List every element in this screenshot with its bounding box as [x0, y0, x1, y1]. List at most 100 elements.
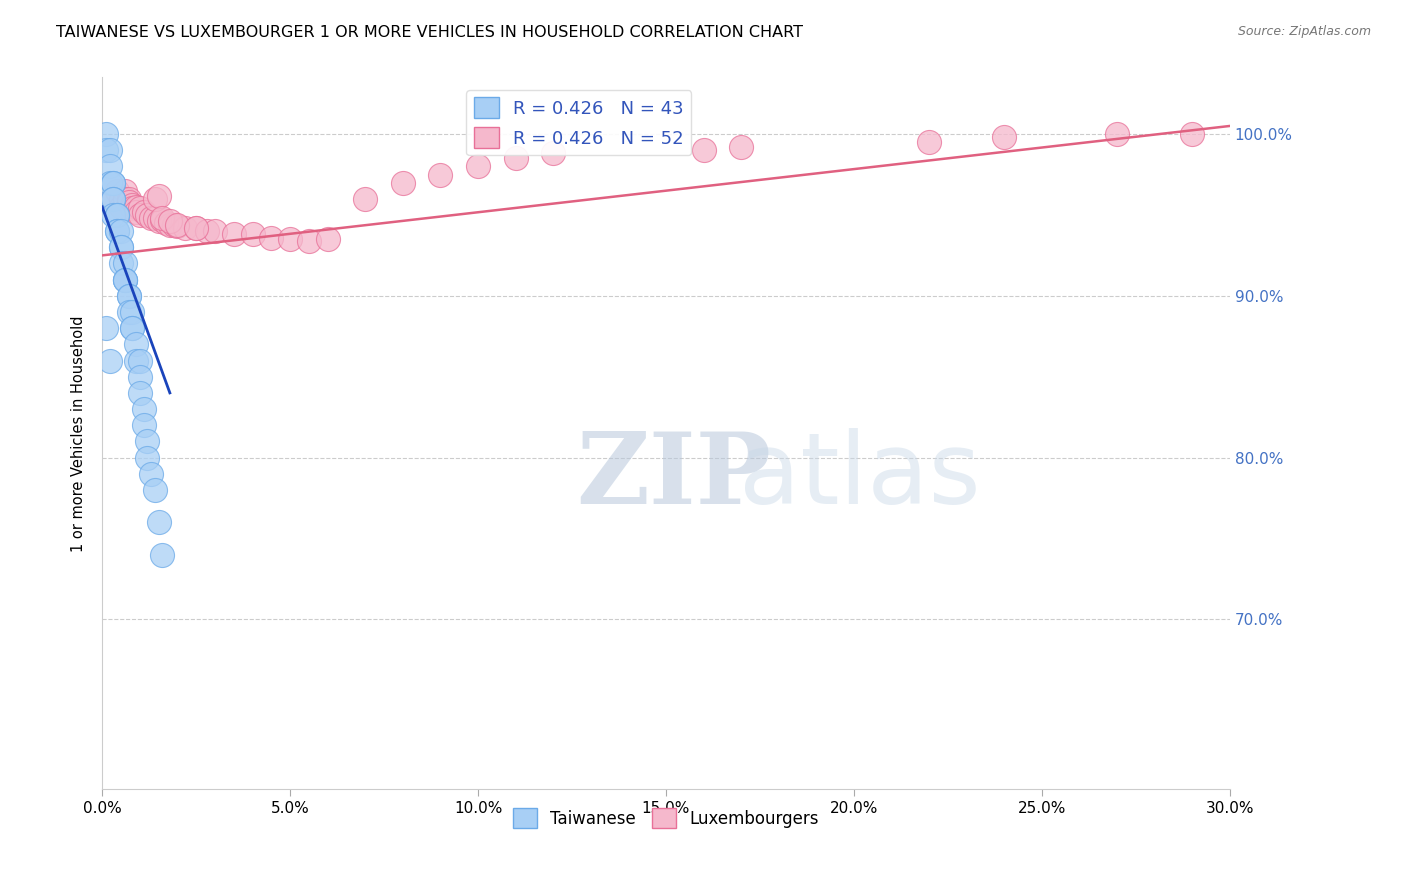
Point: [993, 130, 1015, 145]
Point: [117, 192, 139, 206]
Point: [260, 230, 283, 244]
Point: [136, 450, 159, 465]
Point: [1105, 127, 1128, 141]
Point: [132, 418, 155, 433]
Point: [155, 216, 177, 230]
Point: [204, 224, 226, 238]
Point: [128, 208, 150, 222]
Point: [159, 214, 181, 228]
Point: [121, 321, 143, 335]
Point: [174, 220, 197, 235]
Point: [132, 402, 155, 417]
Point: [103, 176, 125, 190]
Point: [105, 224, 128, 238]
Point: [467, 160, 489, 174]
Point: [114, 273, 136, 287]
Point: [186, 220, 208, 235]
Point: [148, 188, 170, 202]
Point: [103, 176, 125, 190]
Point: [98, 160, 121, 174]
Point: [159, 218, 181, 232]
Point: [110, 192, 132, 206]
Point: [110, 240, 132, 254]
Point: [105, 184, 128, 198]
Point: [110, 240, 132, 254]
Point: [278, 232, 301, 246]
Text: Source: ZipAtlas.com: Source: ZipAtlas.com: [1237, 25, 1371, 38]
Point: [103, 192, 125, 206]
Point: [117, 194, 139, 209]
Point: [114, 273, 136, 287]
Point: [148, 516, 170, 530]
Point: [143, 211, 166, 226]
Y-axis label: 1 or more Vehicles in Household: 1 or more Vehicles in Household: [72, 315, 86, 551]
Point: [105, 208, 128, 222]
Point: [121, 321, 143, 335]
Point: [98, 353, 121, 368]
Point: [139, 467, 162, 481]
Point: [143, 192, 166, 206]
Point: [98, 143, 121, 157]
Point: [105, 208, 128, 222]
Point: [166, 218, 188, 232]
Legend: Taiwanese, Luxembourgers: Taiwanese, Luxembourgers: [506, 802, 825, 834]
Point: [121, 198, 143, 212]
Point: [128, 385, 150, 400]
Point: [94, 127, 117, 141]
Point: [298, 234, 321, 248]
Point: [692, 143, 714, 157]
Point: [105, 224, 128, 238]
Point: [103, 192, 125, 206]
Point: [132, 204, 155, 219]
Point: [222, 227, 245, 242]
Point: [186, 220, 208, 235]
Point: [125, 200, 148, 214]
Point: [94, 143, 117, 157]
Point: [117, 305, 139, 319]
Point: [103, 192, 125, 206]
Point: [242, 227, 264, 242]
Point: [148, 214, 170, 228]
Point: [121, 202, 143, 216]
Point: [150, 212, 173, 227]
Point: [128, 353, 150, 368]
Point: [125, 204, 148, 219]
Point: [114, 273, 136, 287]
Point: [94, 321, 117, 335]
Point: [125, 353, 148, 368]
Point: [354, 192, 377, 206]
Point: [150, 548, 173, 562]
Point: [1181, 127, 1204, 141]
Text: TAIWANESE VS LUXEMBOURGER 1 OR MORE VEHICLES IN HOUSEHOLD CORRELATION CHART: TAIWANESE VS LUXEMBOURGER 1 OR MORE VEHI…: [56, 25, 803, 40]
Point: [197, 224, 219, 238]
Point: [139, 211, 162, 226]
Text: atlas: atlas: [740, 427, 981, 524]
Point: [128, 369, 150, 384]
Text: ZIP: ZIP: [576, 427, 770, 524]
Point: [136, 434, 159, 449]
Point: [103, 208, 125, 222]
Point: [166, 219, 188, 234]
Point: [110, 224, 132, 238]
Point: [392, 176, 415, 190]
Point: [110, 200, 132, 214]
Point: [150, 211, 173, 226]
Point: [162, 218, 184, 232]
Point: [117, 289, 139, 303]
Point: [125, 337, 148, 351]
Point: [121, 305, 143, 319]
Point: [505, 151, 527, 165]
Point: [128, 202, 150, 216]
Point: [136, 208, 159, 222]
Point: [918, 135, 941, 149]
Point: [143, 483, 166, 497]
Point: [114, 192, 136, 206]
Point: [114, 256, 136, 270]
Point: [316, 232, 339, 246]
Point: [114, 184, 136, 198]
Point: [730, 140, 752, 154]
Point: [117, 289, 139, 303]
Point: [429, 168, 451, 182]
Point: [541, 146, 564, 161]
Point: [110, 256, 132, 270]
